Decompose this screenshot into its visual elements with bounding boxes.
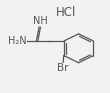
Text: H₂N: H₂N xyxy=(8,36,27,46)
Text: Br: Br xyxy=(57,63,69,73)
Text: HCl: HCl xyxy=(56,6,76,19)
Text: NH: NH xyxy=(33,16,48,26)
